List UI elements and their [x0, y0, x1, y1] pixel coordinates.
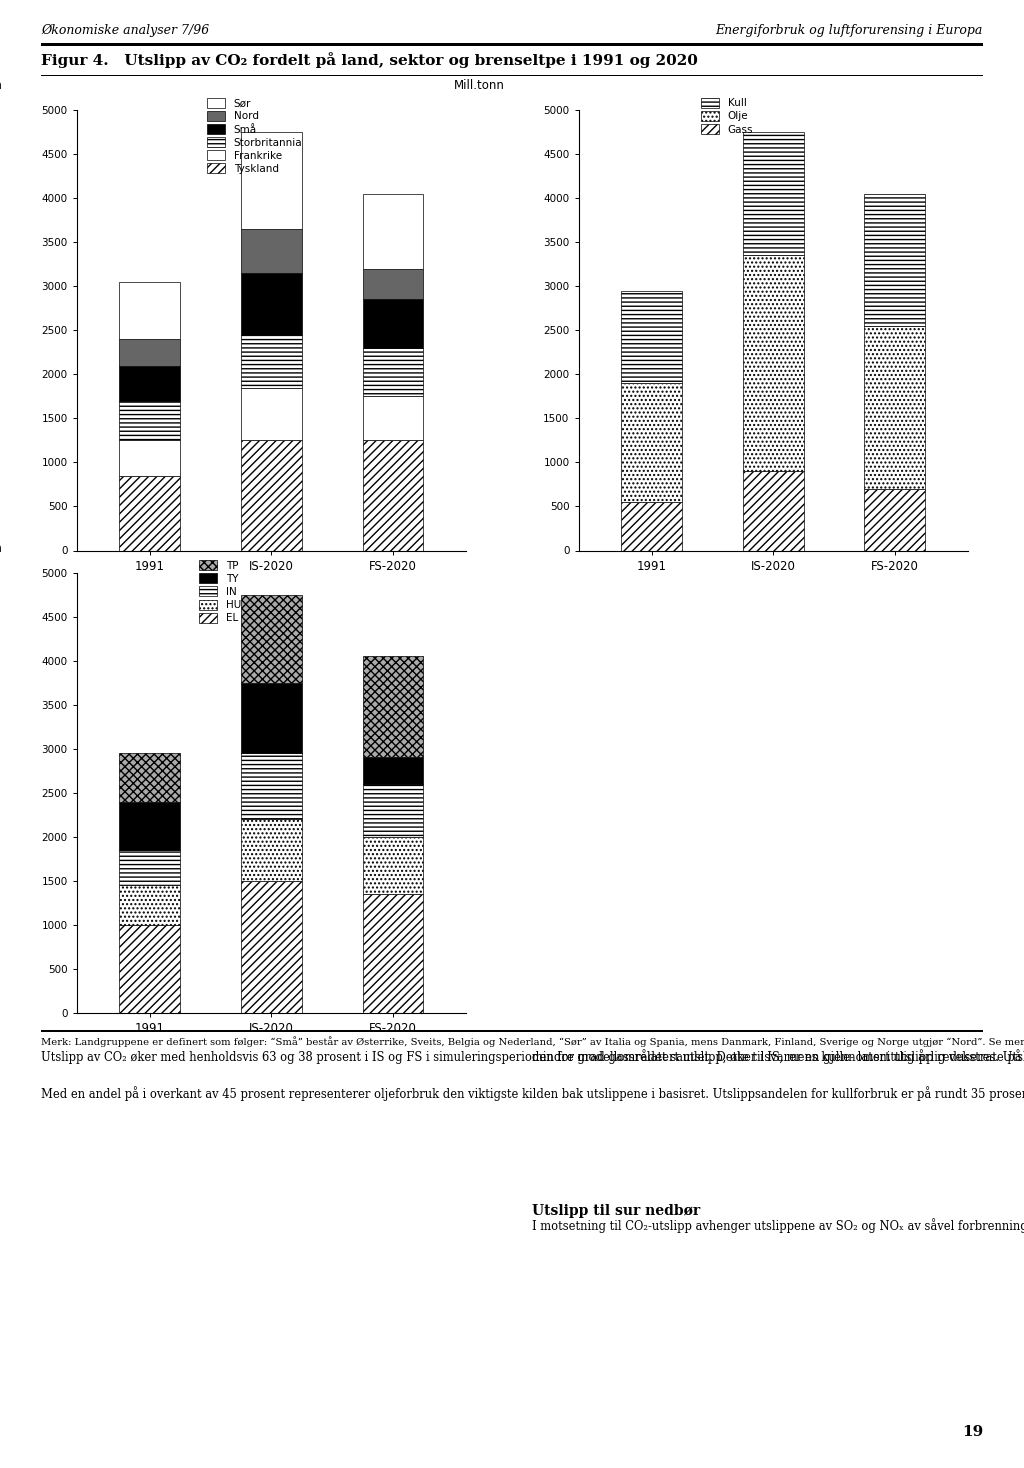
- Text: Mill.tonn: Mill.tonn: [0, 542, 3, 555]
- Legend: Kull, Olje, Gass: Kull, Olje, Gass: [700, 98, 753, 135]
- Bar: [742, 132, 804, 255]
- Bar: [864, 326, 925, 489]
- Bar: [241, 819, 302, 881]
- Text: I motsetning til CO₂-utslipp avhenger utslippene av SO₂ og NOₓ av såvel forbrenn: I motsetning til CO₂-utslipp avhenger ut…: [532, 1218, 1024, 1233]
- Text: Utslipp til sur nedbør: Utslipp til sur nedbør: [532, 1204, 700, 1218]
- Bar: [864, 489, 925, 550]
- Bar: [241, 132, 302, 229]
- Bar: [120, 753, 180, 802]
- Bar: [120, 476, 180, 550]
- Bar: [120, 366, 180, 401]
- Legend: Sør, Nord, Små, Storbritannia, Frankrike, Tyskland: Sør, Nord, Små, Storbritannia, Frankrike…: [207, 98, 302, 175]
- Bar: [362, 348, 423, 396]
- Bar: [241, 335, 302, 388]
- Bar: [362, 269, 423, 299]
- Text: Mill.tonn: Mill.tonn: [0, 79, 3, 92]
- Bar: [120, 925, 180, 1013]
- Bar: [120, 339, 180, 366]
- Bar: [864, 194, 925, 326]
- Text: Økonomiske analyser 7/96: Økonomiske analyser 7/96: [41, 23, 209, 37]
- Text: 19: 19: [962, 1425, 983, 1439]
- Text: Mill.tonn: Mill.tonn: [454, 79, 505, 92]
- Bar: [120, 802, 180, 850]
- Bar: [362, 784, 423, 837]
- Bar: [120, 885, 180, 925]
- Bar: [622, 383, 682, 502]
- Bar: [241, 683, 302, 753]
- Bar: [362, 894, 423, 1013]
- Bar: [241, 881, 302, 1013]
- Bar: [241, 753, 302, 819]
- Bar: [241, 595, 302, 683]
- Text: Figur 4.   Utslipp av CO₂ fordelt på land, sektor og brenseltpe i 1991 og 2020: Figur 4. Utslipp av CO₂ fordelt på land,…: [41, 51, 697, 68]
- Bar: [362, 837, 423, 894]
- Bar: [241, 440, 302, 550]
- Bar: [362, 299, 423, 348]
- Bar: [362, 396, 423, 440]
- Bar: [622, 502, 682, 550]
- Bar: [120, 440, 180, 476]
- Bar: [622, 291, 682, 383]
- Bar: [120, 282, 180, 339]
- Bar: [362, 656, 423, 757]
- Bar: [362, 194, 423, 269]
- Bar: [241, 229, 302, 273]
- Bar: [241, 388, 302, 440]
- Text: mindre grad gassrelatert utslipp, øker i IS, mens kulle- latert utslipp redusere: mindre grad gassrelatert utslipp, øker i…: [532, 1050, 1024, 1064]
- Bar: [362, 440, 423, 550]
- Text: Utslipp av CO₂ øker med henholdsvis 63 og 38 prosent i IS og FS i simuleringsper: Utslipp av CO₂ øker med henholdsvis 63 o…: [41, 1050, 1024, 1101]
- Bar: [241, 273, 302, 335]
- Text: Merk: Landgruppene er definert som følger: “Små” består av Østerrike, Sveits, Be: Merk: Landgruppene er definert som følge…: [41, 1036, 1024, 1047]
- Bar: [742, 471, 804, 550]
- Bar: [120, 401, 180, 440]
- Bar: [362, 757, 423, 784]
- Bar: [120, 850, 180, 885]
- Bar: [742, 255, 804, 471]
- Legend: TP, TY, IN, HU, EL: TP, TY, IN, HU, EL: [199, 561, 241, 624]
- Text: Energiforbruk og luftforurensing i Europa: Energiforbruk og luftforurensing i Europ…: [716, 23, 983, 37]
